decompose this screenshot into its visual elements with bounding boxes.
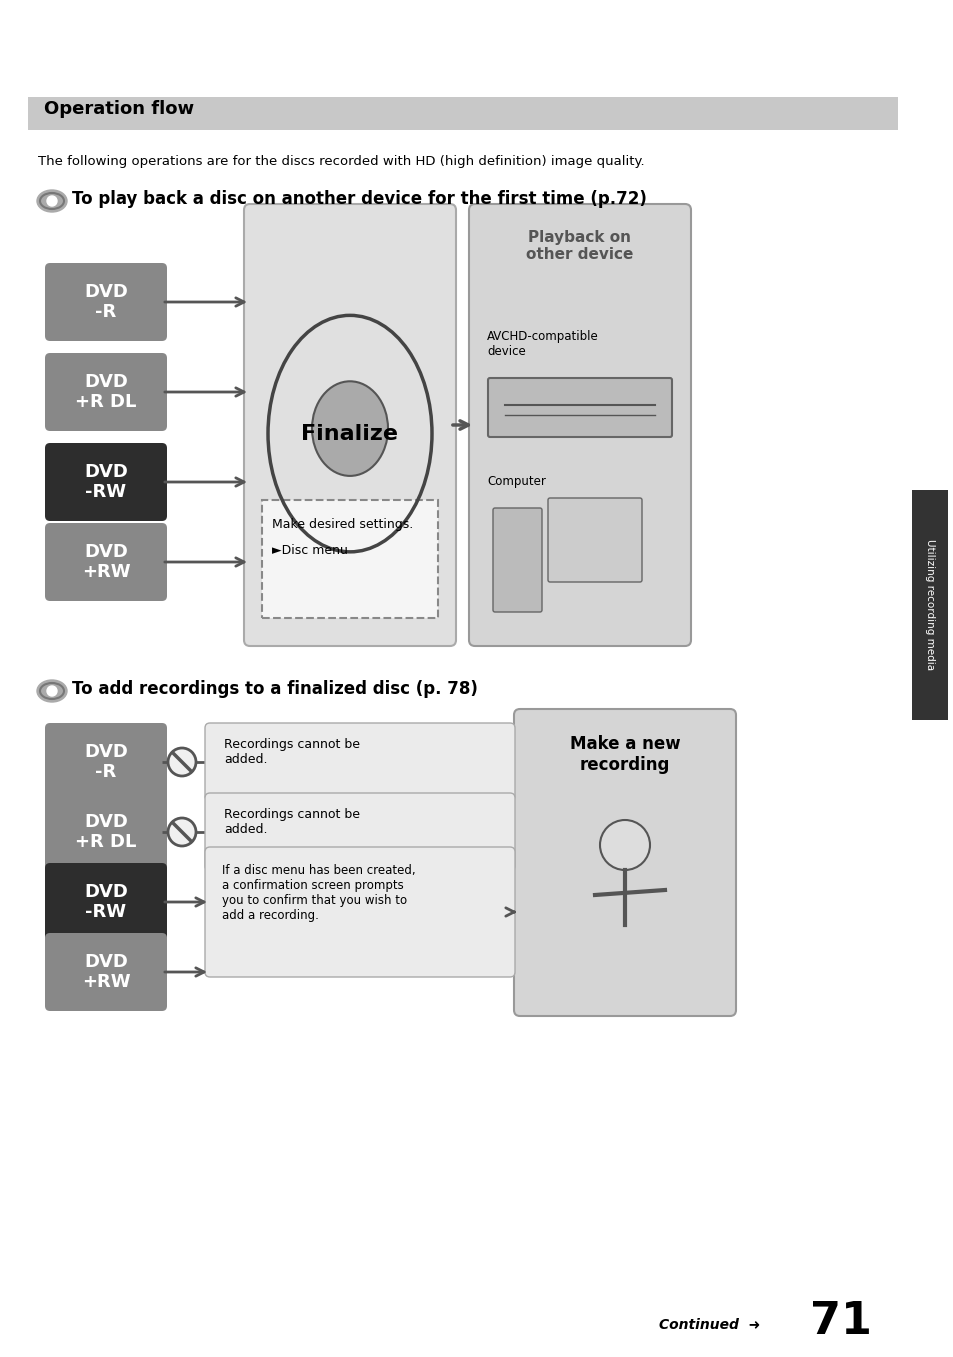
Text: Recordings cannot be
added.: Recordings cannot be added. [224, 807, 359, 836]
Text: To add recordings to a finalized disc (p. 78): To add recordings to a finalized disc (p… [71, 680, 477, 697]
Text: Operation flow: Operation flow [44, 100, 193, 118]
Text: Utilizing recording media: Utilizing recording media [924, 540, 934, 670]
FancyBboxPatch shape [469, 204, 690, 646]
Circle shape [599, 820, 649, 870]
Circle shape [168, 748, 195, 776]
FancyBboxPatch shape [547, 498, 641, 582]
Text: The following operations are for the discs recorded with HD (high definition) im: The following operations are for the dis… [38, 155, 644, 168]
FancyBboxPatch shape [262, 499, 437, 617]
Text: DVD
+RW: DVD +RW [82, 953, 131, 992]
Text: Playback on
other device: Playback on other device [526, 229, 633, 262]
Ellipse shape [37, 190, 67, 212]
FancyBboxPatch shape [244, 204, 456, 646]
Ellipse shape [312, 381, 388, 476]
FancyBboxPatch shape [45, 442, 167, 521]
Text: If a disc menu has been created,
a confirmation screen prompts
you to confirm th: If a disc menu has been created, a confi… [222, 864, 416, 921]
FancyBboxPatch shape [45, 863, 167, 940]
FancyBboxPatch shape [28, 96, 897, 130]
Text: DVD
-R: DVD -R [84, 742, 128, 782]
FancyBboxPatch shape [514, 708, 735, 1016]
FancyBboxPatch shape [911, 490, 947, 721]
Circle shape [168, 818, 195, 845]
Text: DVD
-R: DVD -R [84, 282, 128, 322]
FancyBboxPatch shape [205, 792, 515, 871]
FancyBboxPatch shape [45, 353, 167, 432]
Text: DVD
+R DL: DVD +R DL [75, 373, 136, 411]
Text: AVCHD-compatible
device: AVCHD-compatible device [486, 330, 598, 358]
Circle shape [47, 195, 57, 206]
FancyBboxPatch shape [45, 792, 167, 871]
Text: Make desired settings.: Make desired settings. [272, 518, 413, 531]
Text: Make a new
recording: Make a new recording [569, 735, 679, 773]
FancyBboxPatch shape [488, 379, 671, 437]
Text: DVD
+R DL: DVD +R DL [75, 813, 136, 851]
Text: DVD
-RW: DVD -RW [84, 882, 128, 921]
FancyBboxPatch shape [45, 934, 167, 1011]
FancyBboxPatch shape [45, 522, 167, 601]
FancyBboxPatch shape [205, 847, 515, 977]
FancyBboxPatch shape [45, 723, 167, 801]
Text: ►Disc menu: ►Disc menu [272, 544, 348, 556]
Ellipse shape [37, 680, 67, 702]
Text: To play back a disc on another device for the first time (p.72): To play back a disc on another device fo… [71, 190, 646, 208]
FancyBboxPatch shape [205, 723, 515, 801]
Text: DVD
+RW: DVD +RW [82, 543, 131, 581]
Circle shape [47, 687, 57, 696]
Text: DVD
-RW: DVD -RW [84, 463, 128, 501]
FancyBboxPatch shape [493, 508, 541, 612]
FancyBboxPatch shape [45, 263, 167, 341]
Text: 71: 71 [809, 1300, 871, 1343]
Text: Computer: Computer [486, 475, 545, 489]
Text: Finalize: Finalize [301, 423, 398, 444]
Text: Recordings cannot be
added.: Recordings cannot be added. [224, 738, 359, 765]
Text: Continued  ➜: Continued ➜ [659, 1318, 760, 1333]
